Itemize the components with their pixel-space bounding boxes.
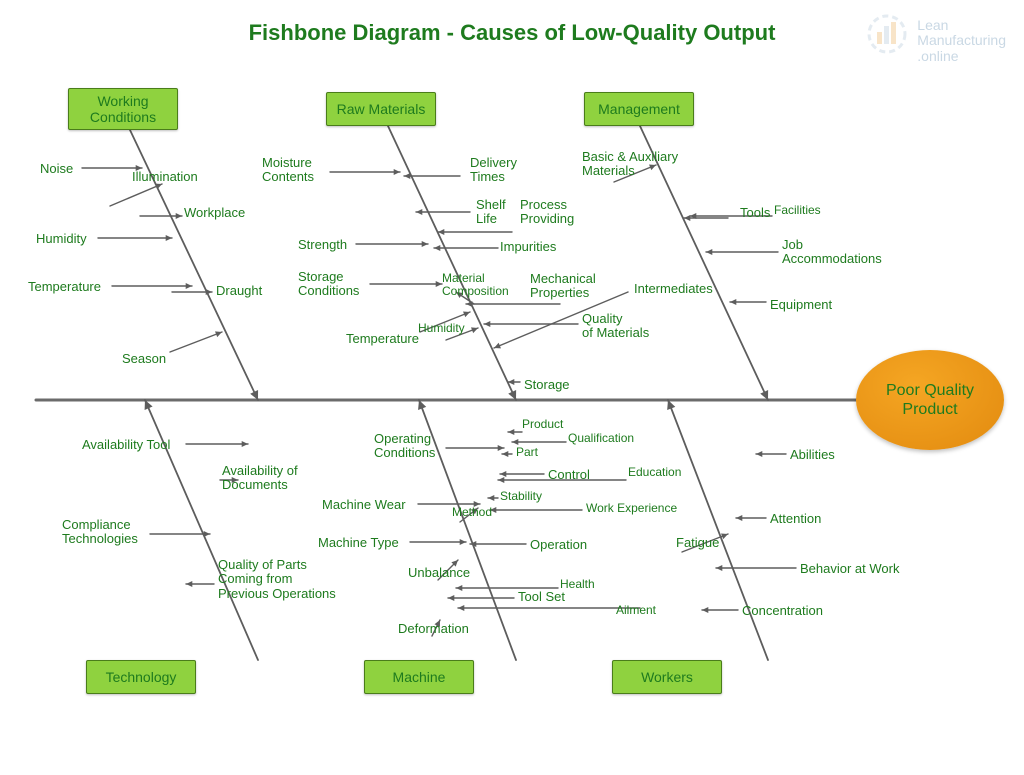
category-technology: Technology xyxy=(86,660,196,694)
cause-label: Facilities xyxy=(774,204,821,217)
cause-label: Product xyxy=(522,418,563,431)
cause-label: Stability xyxy=(500,490,542,503)
category-workers: Workers xyxy=(612,660,722,694)
cause-label: Ailment xyxy=(616,604,656,617)
cause-label: Quality of Parts Coming from Previous Op… xyxy=(218,558,336,601)
cause-label: Storage xyxy=(524,378,570,392)
cause-label: Temperature xyxy=(346,332,419,346)
category-machine: Machine xyxy=(364,660,474,694)
watermark: Lean Manufacturing .online xyxy=(917,18,1006,64)
cause-label: Quality of Materials xyxy=(582,312,649,341)
cause-label: Shelf Life xyxy=(476,198,506,227)
cause-label: Humidity xyxy=(418,322,465,335)
cause-label: Part xyxy=(516,446,538,459)
cause-label: Equipment xyxy=(770,298,832,312)
cause-label: Strength xyxy=(298,238,347,252)
cause-label: Basic & Auxiliary Materials xyxy=(582,150,678,179)
cause-label: Deformation xyxy=(398,622,469,636)
category-raw: Raw Materials xyxy=(326,92,436,126)
cause-label: Concentration xyxy=(742,604,823,618)
cause-label: Operation xyxy=(530,538,587,552)
cause-label: Moisture Contents xyxy=(262,156,314,185)
cause-label: Tool Set xyxy=(518,590,565,604)
cause-label: Humidity xyxy=(36,232,87,246)
cause-label: Behavior at Work xyxy=(800,562,899,576)
cause-label: Availability of Documents xyxy=(222,464,298,493)
cause-label: Tools xyxy=(740,206,770,220)
cause-label: Machine Wear xyxy=(322,498,406,512)
cause-label: Draught xyxy=(216,284,262,298)
cause-label: Season xyxy=(122,352,166,366)
cause-label: Availability Tool xyxy=(82,438,170,452)
effect-node: Poor Quality Product xyxy=(856,350,1004,450)
cause-label: Noise xyxy=(40,162,73,176)
cause-label: Unbalance xyxy=(408,566,470,580)
cause-label: Job Accommodations xyxy=(782,238,882,267)
fishbone-diagram: Fishbone Diagram - Causes of Low-Quality… xyxy=(0,0,1024,775)
cause-label: Operating Conditions xyxy=(374,432,435,461)
cause-label: Attention xyxy=(770,512,821,526)
cause-label: Illumination xyxy=(132,170,198,184)
cause-label: Education xyxy=(628,466,681,479)
cause-label: Fatigue xyxy=(676,536,719,550)
cause-label: Control xyxy=(548,468,590,482)
effect-text: Poor Quality Product xyxy=(886,381,974,419)
cause-label: Storage Conditions xyxy=(298,270,359,299)
cause-label: Delivery Times xyxy=(470,156,517,185)
cause-label: Material Composition xyxy=(442,272,509,298)
watermark-logo-icon xyxy=(865,12,909,56)
cause-label: Impurities xyxy=(500,240,556,254)
category-management: Management xyxy=(584,92,694,126)
cause-label: Work Experience xyxy=(586,502,677,515)
watermark-line3: .online xyxy=(917,48,958,64)
cause-label: Intermediates xyxy=(634,282,713,296)
cause-label: Abilities xyxy=(790,448,835,462)
cause-label: Qualification xyxy=(568,432,634,445)
cause-label: Mechanical Properties xyxy=(530,272,596,301)
watermark-line1: Lean xyxy=(917,17,948,33)
cause-label: Process Providing xyxy=(520,198,574,227)
cause-label: Machine Type xyxy=(318,536,399,550)
cause-label: Health xyxy=(560,578,595,591)
cause-label: Workplace xyxy=(184,206,245,220)
cause-label: Temperature xyxy=(28,280,101,294)
cause-label: Method xyxy=(452,506,492,519)
cause-label: Compliance Technologies xyxy=(62,518,138,547)
category-working: Working Conditions xyxy=(68,88,178,130)
watermark-line2: Manufacturing xyxy=(917,32,1006,48)
